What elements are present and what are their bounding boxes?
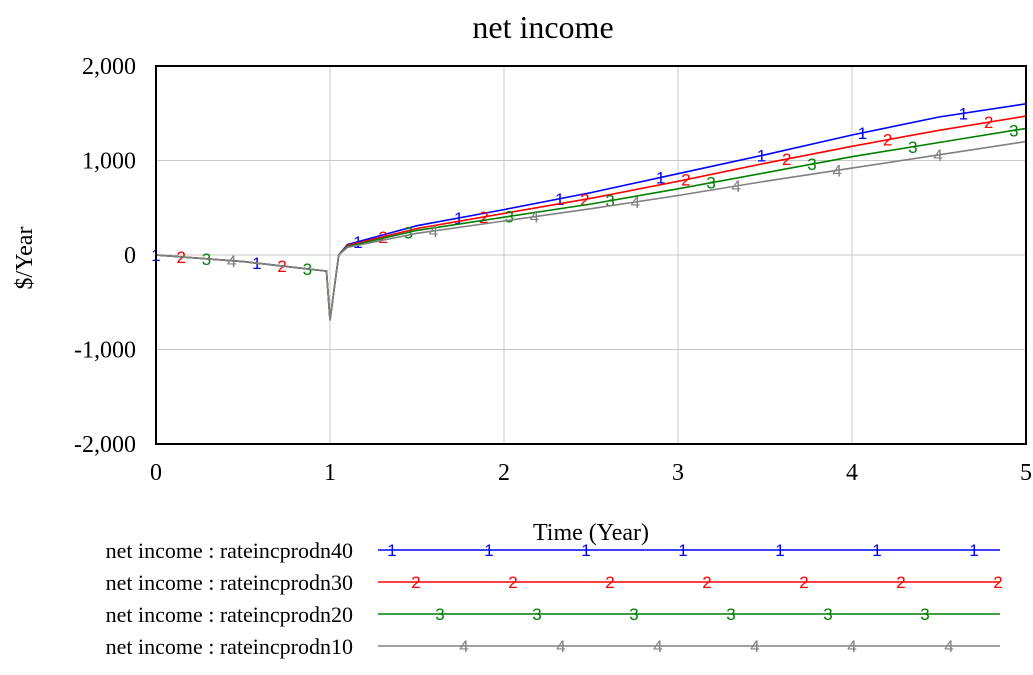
series-marker-3: 3 <box>504 207 513 226</box>
legend-marker-4: 4 <box>459 637 468 656</box>
series-marker-4: 4 <box>631 193 640 212</box>
legend-marker-3: 3 <box>823 605 832 624</box>
legend-marker-1: 1 <box>872 541 881 560</box>
series-marker-3: 3 <box>404 223 413 242</box>
x-tick-label: 5 <box>1020 460 1032 486</box>
legend-marker-2: 2 <box>702 573 711 592</box>
legend-marker-1: 1 <box>969 541 978 560</box>
legend-marker-1: 1 <box>581 541 590 560</box>
legend-marker-1: 1 <box>775 541 784 560</box>
series-marker-3: 3 <box>706 174 715 193</box>
legend-marker-4: 4 <box>944 637 953 656</box>
y-tick-label: 1,000 <box>82 149 136 175</box>
series-marker-3: 3 <box>807 155 816 174</box>
legend-marker-3: 3 <box>920 605 929 624</box>
series-marker-4: 4 <box>832 161 841 180</box>
legend-marker-4: 4 <box>556 637 565 656</box>
y-tick-label: -2,000 <box>74 432 136 458</box>
grid <box>156 66 1026 444</box>
series-marker-4: 4 <box>227 252 236 271</box>
series-marker-1: 1 <box>454 209 463 228</box>
legend-marker-2: 2 <box>508 573 517 592</box>
series-marker-1: 1 <box>858 124 867 143</box>
legend-marker-2: 2 <box>411 573 420 592</box>
legend-marker-1: 1 <box>678 541 687 560</box>
x-tick-label: 4 <box>846 460 858 486</box>
legend: net income : rateincprodn40 1 1 1 1 1 1 1 net in… <box>106 538 1003 659</box>
x-tick-label: 1 <box>324 460 336 486</box>
series-marker-1: 1 <box>555 190 564 209</box>
legend-marker-2: 2 <box>993 573 1002 592</box>
legend-marker-3: 3 <box>532 605 541 624</box>
legend-marker-3: 3 <box>629 605 638 624</box>
series-marker-1: 1 <box>656 169 665 188</box>
legend-marker-2: 2 <box>605 573 614 592</box>
x-axis-title: Time (Year) <box>533 520 649 546</box>
legend-marker-1: 1 <box>387 541 396 560</box>
series-marker-4: 4 <box>530 208 539 227</box>
y-tick-label: 0 <box>124 243 136 269</box>
series-marker-3: 3 <box>1009 121 1018 140</box>
series-line-2 <box>155 115 1027 321</box>
x-tick-label: 3 <box>672 460 684 486</box>
series-marker-2: 2 <box>782 150 791 169</box>
series-line-4 <box>155 140 1027 321</box>
series-marker-2: 2 <box>479 208 488 227</box>
y-tick-label: 2,000 <box>82 54 136 80</box>
legend-label-1: net income : rateincprodn40 <box>106 538 353 563</box>
x-tick-label: 2 <box>498 460 510 486</box>
series-line-1 <box>155 103 1027 321</box>
series-line-3 <box>155 127 1027 321</box>
legend-marker-1: 1 <box>484 541 493 560</box>
series-marker-1: 1 <box>959 104 968 123</box>
series-marker-2: 2 <box>580 190 589 209</box>
series-marker-4: 4 <box>732 177 741 196</box>
series-marker-4: 4 <box>429 222 438 241</box>
series-marker-2: 2 <box>681 171 690 190</box>
plot-frame <box>155 65 1027 445</box>
legend-marker-2: 2 <box>896 573 905 592</box>
x-tick-label: 0 <box>150 460 162 486</box>
series-marker-4: 4 <box>933 146 942 165</box>
series-marker-3: 3 <box>605 192 614 211</box>
series-marker-3: 3 <box>908 138 917 157</box>
y-tick-label: -1,000 <box>74 338 136 364</box>
legend-label-3: net income : rateincprodn20 <box>106 602 353 627</box>
series-marker-2: 2 <box>984 113 993 132</box>
series-marker-2: 2 <box>378 228 387 247</box>
y-axis-title: $/Year <box>12 227 38 290</box>
chart-title: net income <box>472 9 613 45</box>
legend-marker-2: 2 <box>799 573 808 592</box>
legend-marker-4: 4 <box>750 637 759 656</box>
series-marker-1: 1 <box>757 147 766 166</box>
legend-label-4: net income : rateincprodn10 <box>106 634 353 659</box>
legend-label-2: net income : rateincprodn30 <box>106 570 353 595</box>
legend-marker-4: 4 <box>653 637 662 656</box>
legend-marker-3: 3 <box>726 605 735 624</box>
series-marker-2: 2 <box>883 131 892 150</box>
legend-marker-3: 3 <box>435 605 444 624</box>
legend-marker-4: 4 <box>847 637 856 656</box>
